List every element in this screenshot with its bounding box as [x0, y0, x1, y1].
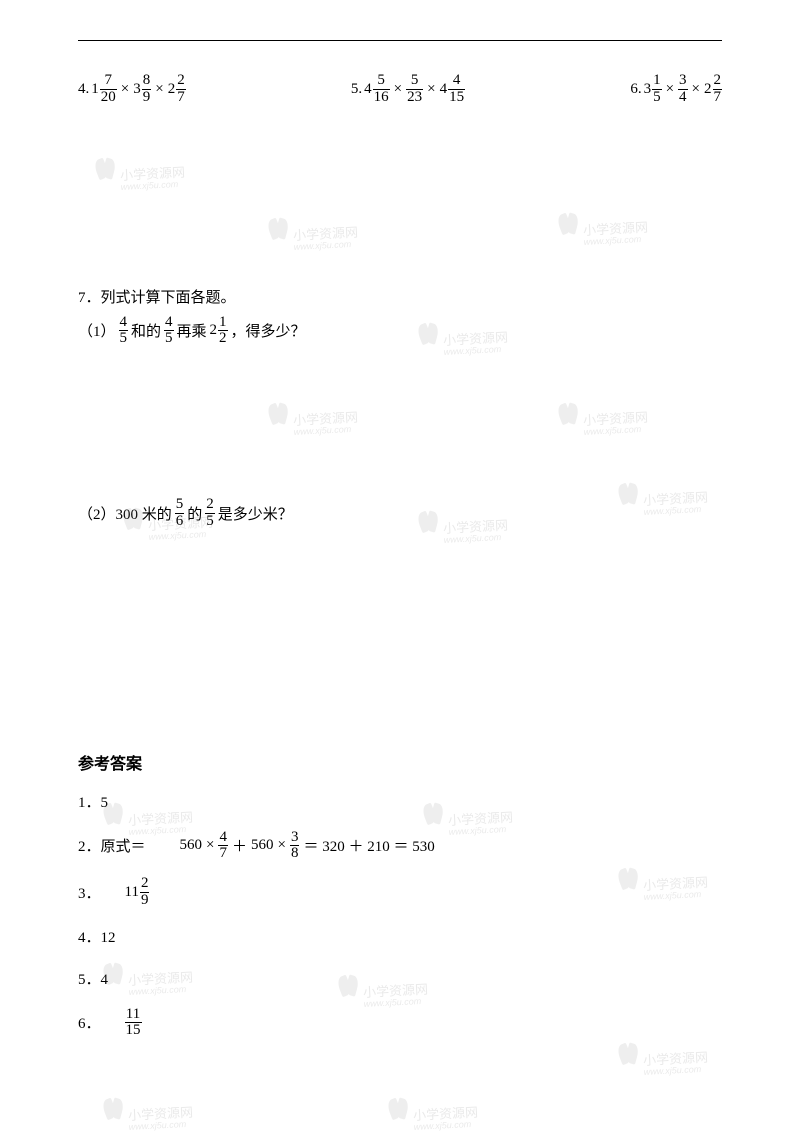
problem-6: 6. 3 15 × 34 × 2 27 [630, 73, 722, 106]
answer-5: 5．4 [78, 965, 722, 993]
mixed-fraction: 2 27 [168, 73, 186, 106]
problems-row: 4. 1 720 × 3 89 × 2 27 5. 4 516 × [78, 73, 722, 106]
mixed-fraction: 1 720 [91, 73, 117, 106]
answer-1: 1．5 [78, 788, 722, 816]
times-sign: × [666, 81, 674, 98]
sub-label: （1） [78, 320, 116, 341]
problem-5: 5. 4 516 × 523 × 4 415 [351, 73, 465, 106]
mixed-fraction: 11 29 [125, 876, 150, 909]
mixed-fraction: 3 89 [133, 73, 151, 106]
text: 再乘 [177, 320, 207, 341]
text: 的 [187, 503, 202, 524]
answer-label: 2．原式＝ [78, 835, 146, 856]
fraction: 45 [119, 315, 129, 348]
fraction: 523 [406, 73, 423, 106]
watermark-icon: 小学资源网www.xj5u.com [614, 1038, 709, 1079]
problem-number: 4. [78, 81, 89, 98]
times-sign: × [394, 81, 402, 98]
mixed-fraction: 3 15 [644, 73, 662, 106]
answer-2: 2．原式＝ 560 × 47 ＋ 560 × 38 ＝ 320 ＋ 210 ＝ … [78, 830, 722, 863]
mixed-fraction: 2 27 [704, 73, 722, 106]
sub-label: （2）300 米的 [78, 503, 172, 524]
problem-4: 4. 1 720 × 3 89 × 2 27 [78, 73, 186, 106]
answers-heading: 参考答案 [78, 750, 722, 774]
times-sign: × [692, 81, 700, 98]
q7-sub2: （2）300 米的 56 的 25 是多少米？ [78, 497, 722, 530]
answer-label: 3． [78, 882, 101, 903]
fraction: 1115 [125, 1007, 142, 1040]
answer-3: 3． 11 29 [78, 876, 722, 909]
text: 和的 [131, 320, 161, 341]
times-sign: × [155, 81, 163, 98]
problem-number: 6. [630, 81, 641, 98]
answer-6: 6． 1115 [78, 1007, 722, 1040]
answer-4: 4．12 [78, 923, 722, 951]
text: ，得多少？ [231, 320, 306, 341]
fraction: 25 [205, 497, 215, 530]
times-sign: × [427, 81, 435, 98]
mixed-fraction: 2 12 [210, 315, 228, 348]
watermark-icon: 小学资源网www.xj5u.com [384, 1093, 479, 1133]
watermark-icon: 小学资源网www.xj5u.com [99, 1093, 194, 1133]
q7-sub1: （1） 45 和的 45 再乘 2 12 ，得多少？ [78, 315, 722, 348]
answer-label: 6． [78, 1012, 101, 1033]
text: 是多少米？ [218, 503, 293, 524]
mixed-fraction: 4 415 [440, 73, 466, 106]
answer-2-equation: 560 × 47 ＋ 560 × 38 ＝ 320 ＋ 210 ＝ 530 [180, 830, 435, 863]
mixed-fraction: 4 516 [364, 73, 390, 106]
fraction: 56 [175, 497, 185, 530]
q7-heading: 7．列式计算下面各题。 [78, 286, 722, 307]
top-rule [78, 40, 722, 41]
fraction: 45 [164, 315, 174, 348]
problem-number: 5. [351, 81, 362, 98]
times-sign: × [121, 81, 129, 98]
fraction: 34 [678, 73, 688, 106]
